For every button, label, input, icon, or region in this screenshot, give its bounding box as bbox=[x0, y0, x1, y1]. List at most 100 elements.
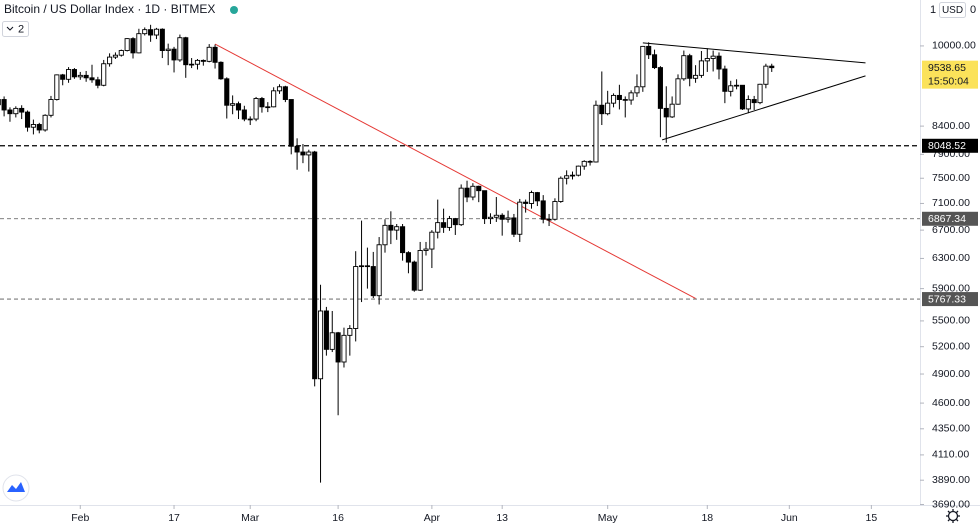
x-tick-label: Apr bbox=[424, 512, 441, 524]
chart-title: Bitcoin / US Dollar Index · 1D · BITMEX bbox=[4, 2, 215, 16]
candle-body bbox=[224, 78, 230, 106]
candle-body bbox=[171, 48, 177, 61]
candle-body bbox=[423, 248, 429, 251]
candle-body bbox=[593, 104, 599, 163]
collapse-button[interactable] bbox=[2, 21, 29, 37]
y-tick-label: 4110.00 bbox=[932, 449, 969, 461]
candle-body bbox=[7, 109, 13, 115]
scale-right-fragment: 0 bbox=[970, 4, 976, 16]
candle-body bbox=[634, 86, 640, 94]
y-tick-label: 5900.00 bbox=[932, 282, 970, 294]
y-tick-label: 4900.00 bbox=[932, 368, 970, 380]
candle-body bbox=[511, 217, 517, 235]
candle-body bbox=[1, 99, 7, 111]
x-tick-label: 18 bbox=[701, 512, 713, 524]
logo-badge[interactable] bbox=[2, 474, 30, 502]
candle-body bbox=[693, 74, 699, 79]
candle-body bbox=[376, 244, 382, 297]
candle-body bbox=[142, 29, 148, 35]
candle-body bbox=[77, 74, 83, 78]
candle-body bbox=[745, 99, 751, 110]
candle-body bbox=[13, 107, 19, 115]
y-tick-label: 5200.00 bbox=[932, 340, 970, 352]
candle-body bbox=[89, 77, 95, 81]
candle-body bbox=[60, 74, 66, 80]
candle-body bbox=[317, 310, 324, 380]
candle-body bbox=[335, 332, 341, 363]
candle-body bbox=[734, 84, 740, 87]
candle-body bbox=[663, 107, 669, 118]
candle-body bbox=[417, 250, 423, 291]
y-tick-label: 7100.00 bbox=[932, 197, 970, 209]
price-scale-header: 1 USD 0 bbox=[930, 2, 976, 18]
candle-body bbox=[101, 63, 107, 86]
candle-body bbox=[698, 60, 704, 76]
candle-body bbox=[704, 58, 710, 62]
current-price-box bbox=[922, 60, 978, 89]
candle-body bbox=[687, 55, 693, 79]
gear-ring bbox=[947, 510, 959, 522]
candle-body bbox=[300, 151, 306, 156]
candle-body bbox=[757, 83, 763, 104]
candle-body bbox=[83, 74, 89, 79]
y-tick-label: 4350.00 bbox=[932, 423, 970, 435]
tradingview-logo[interactable] bbox=[2, 474, 30, 502]
candle-body bbox=[640, 45, 646, 88]
candle-body bbox=[288, 99, 294, 147]
candle-body bbox=[569, 174, 576, 177]
candle-body bbox=[177, 37, 183, 61]
candle-body bbox=[411, 261, 417, 291]
settings-gear[interactable] bbox=[946, 509, 960, 523]
candle-body bbox=[212, 46, 218, 63]
candle-body bbox=[552, 201, 558, 220]
candle-body bbox=[276, 86, 283, 92]
y-tick-label: 3890.00 bbox=[932, 474, 970, 486]
gear-teeth bbox=[946, 509, 960, 523]
y-tick-label: 6300.00 bbox=[932, 252, 970, 264]
candle-body bbox=[235, 103, 242, 111]
candle-body bbox=[710, 55, 716, 59]
y-tick-label: 6700.00 bbox=[932, 224, 970, 236]
plot-area bbox=[0, 24, 920, 483]
candle-body bbox=[370, 266, 376, 297]
candle-body bbox=[359, 265, 365, 268]
x-tick-label: Jun bbox=[781, 512, 798, 524]
candle-body bbox=[66, 69, 72, 80]
candle-body bbox=[30, 124, 36, 128]
candle-body bbox=[534, 192, 540, 202]
candle-body bbox=[435, 222, 441, 233]
candle-body bbox=[441, 222, 447, 228]
candle-body bbox=[751, 99, 757, 104]
candle-body bbox=[610, 94, 617, 104]
x-tick-label: 17 bbox=[168, 512, 180, 524]
candle-body bbox=[651, 54, 658, 69]
candle-body bbox=[722, 68, 728, 92]
status-dot bbox=[230, 6, 238, 14]
candle-body bbox=[148, 29, 154, 36]
candle-body bbox=[112, 54, 118, 58]
y-tick-label: 5500.00 bbox=[932, 315, 970, 327]
candle-body bbox=[218, 61, 224, 80]
trend-line bbox=[214, 43, 696, 299]
candle-body bbox=[200, 59, 206, 62]
candle-body bbox=[353, 266, 359, 329]
candle-body bbox=[271, 90, 277, 108]
candle-body bbox=[558, 177, 564, 202]
candle-body bbox=[517, 201, 523, 235]
candle-body bbox=[189, 63, 195, 66]
candle-body bbox=[763, 65, 769, 85]
candle-body bbox=[159, 28, 165, 51]
candle-body bbox=[388, 224, 394, 231]
candle-body bbox=[528, 192, 535, 204]
currency-button[interactable] bbox=[939, 2, 966, 18]
price-line-label: 6867.34 bbox=[928, 213, 966, 225]
trend-line bbox=[642, 42, 866, 64]
candle-body bbox=[48, 99, 54, 116]
candle-body bbox=[675, 78, 681, 105]
x-tick-label: 15 bbox=[866, 512, 878, 524]
currency: USD bbox=[942, 5, 963, 16]
candle-body bbox=[347, 328, 353, 336]
candle-body bbox=[493, 214, 499, 218]
